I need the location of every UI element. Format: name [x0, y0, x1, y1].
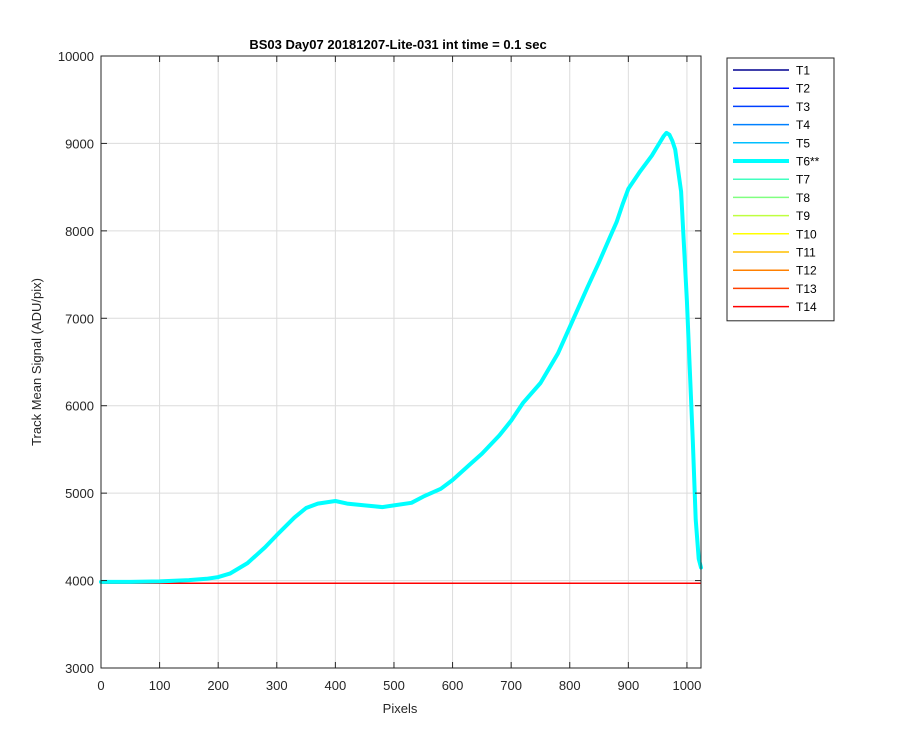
- y-tick-label: 8000: [65, 224, 94, 239]
- y-axis-label: Track Mean Signal (ADU/pix): [29, 278, 44, 446]
- legend-box: [726, 57, 835, 322]
- legend-label-t12: T12: [796, 264, 817, 278]
- y-tick-label: 10000: [58, 49, 94, 64]
- legend[interactable]: T1 T2 T3 T4 T5 T6** T7 T8 T9 T10 T11 T12 T13 T14: [726, 57, 835, 322]
- x-tick-labels: 0 100 200 300 400 500 600 700 800 900 1000: [97, 678, 701, 693]
- y-tick-label: 9000: [65, 136, 94, 151]
- series-line-t6-highlighted: [99, 130, 703, 584]
- legend-label-t4: T4: [796, 118, 810, 132]
- legend-label-t13: T13: [796, 282, 817, 296]
- legend-label-t3: T3: [796, 100, 810, 114]
- legend-label-t8: T8: [796, 191, 810, 205]
- x-tick-label: 300: [266, 678, 288, 693]
- y-tick-label: 5000: [65, 486, 94, 501]
- legend-label-t1: T1: [796, 64, 810, 78]
- y-tick-label: 4000: [65, 574, 94, 589]
- y-tick-label: 3000: [65, 661, 94, 676]
- x-tick-label: 700: [500, 678, 522, 693]
- x-tick-label: 0: [97, 678, 104, 693]
- x-tick-label: 100: [149, 678, 171, 693]
- y-tick-label: 7000: [65, 311, 94, 326]
- legend-label-t9: T9: [796, 209, 810, 223]
- grid-lines: [101, 56, 701, 668]
- x-axis-label: Pixels: [383, 701, 418, 716]
- legend-label-t10: T10: [796, 227, 817, 241]
- legend-label-t14: T14: [796, 300, 817, 314]
- legend-label-t5: T5: [796, 136, 810, 150]
- legend-label-t11: T11: [796, 246, 816, 260]
- chart-title: BS03 Day07 20181207-Lite-031 int time = …: [249, 37, 546, 52]
- series-layer: [99, 130, 703, 584]
- y-tick-label: 6000: [65, 399, 94, 414]
- x-tick-label: 200: [207, 678, 229, 693]
- legend-label-t2: T2: [796, 82, 810, 96]
- y-tick-labels: 3000 4000 5000 6000 7000 8000 9000 10000: [58, 49, 94, 676]
- x-tick-label: 900: [617, 678, 639, 693]
- plot-area: [101, 56, 701, 668]
- x-tick-label: 500: [383, 678, 405, 693]
- x-tick-label: 800: [559, 678, 581, 693]
- x-tick-label: 600: [442, 678, 464, 693]
- legend-label-t7: T7: [796, 173, 810, 187]
- x-tick-label: 400: [325, 678, 347, 693]
- axes-box: [100, 55, 702, 669]
- tick-marks: [100, 55, 701, 669]
- legend-label-t6**: T6**: [796, 155, 820, 169]
- x-tick-label: 1000: [672, 678, 701, 693]
